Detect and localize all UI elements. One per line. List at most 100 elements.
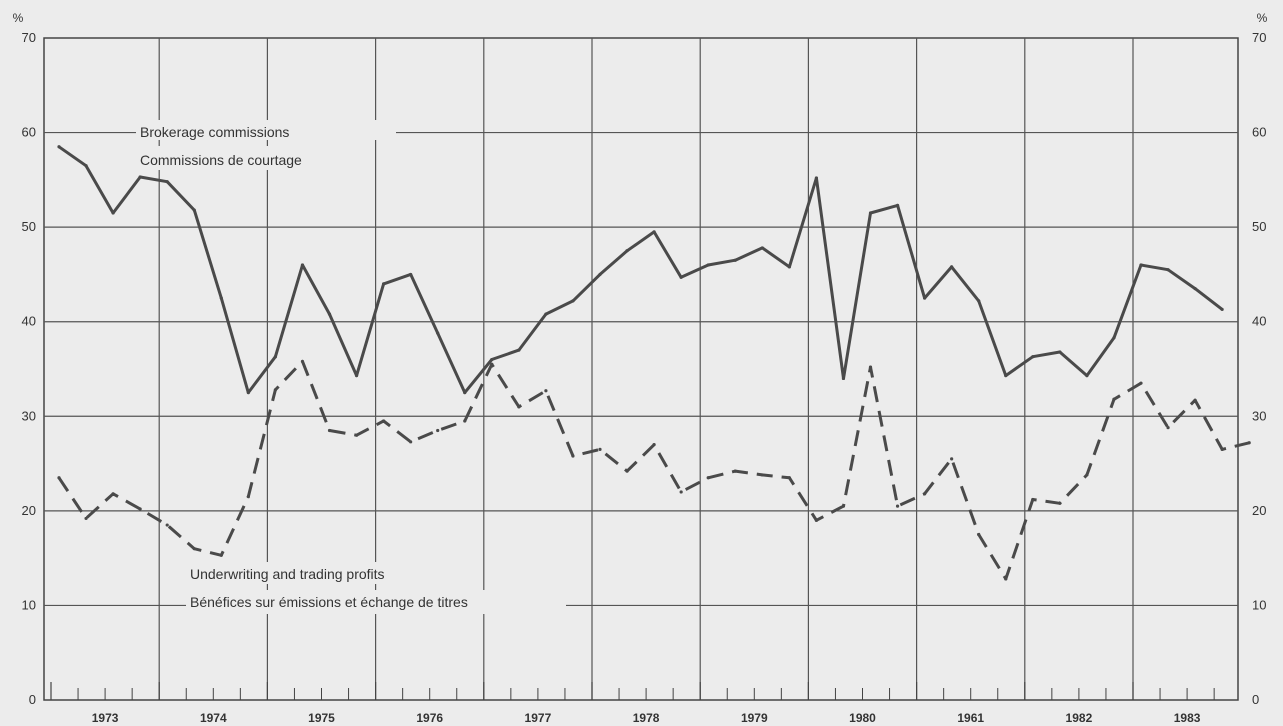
data-point [895, 203, 900, 207]
data-point [84, 164, 88, 168]
data-point [868, 211, 873, 215]
data-point [165, 180, 169, 184]
data-point [382, 282, 386, 286]
y-tick-label-right: 70 [1252, 30, 1266, 45]
x-tick-label: 1975 [308, 711, 335, 725]
y-tick-label-right: 10 [1252, 597, 1266, 612]
data-point [760, 473, 764, 477]
y-tick-label-left: 0 [29, 692, 36, 707]
data-point [57, 145, 61, 149]
y-tick-label-left: 10 [22, 597, 36, 612]
data-point [598, 272, 602, 277]
data-point [327, 312, 332, 316]
x-tick-label: 1982 [1066, 711, 1093, 725]
data-point [1166, 268, 1170, 272]
data-point [1085, 473, 1089, 477]
y-tick-label-left: 20 [22, 503, 36, 518]
data-point [490, 362, 494, 366]
data-point [517, 405, 521, 409]
data-point [652, 230, 656, 234]
axis-labels: 0 0 10 10 20 20 30 30 40 40 50 50 60 60 70 70% % 1973 1974… [13, 11, 1268, 725]
data-point [219, 553, 223, 557]
y-tick-label-right: 50 [1252, 219, 1266, 234]
legend-annotations: Brokerage commissions Commissions de cour… [136, 120, 566, 614]
x-tick-label: 1978 [633, 711, 660, 725]
data-point [1058, 501, 1062, 505]
legend-label-bg [186, 590, 566, 614]
y-tick-label-right: 60 [1252, 125, 1266, 140]
y-tick-label-right: 20 [1252, 503, 1266, 518]
legend-label-bg [186, 562, 476, 584]
data-point [463, 391, 467, 395]
data-point [246, 391, 250, 395]
data-point [300, 263, 305, 267]
data-point [246, 495, 250, 499]
data-point [598, 447, 602, 451]
legend-label-bg [136, 120, 396, 140]
data-point [544, 389, 548, 393]
data-point [814, 518, 819, 522]
x-tick-label: 1980 [849, 711, 876, 725]
data-point [1139, 381, 1143, 385]
y-tick-label-right: 0 [1252, 692, 1259, 707]
data-point [1085, 374, 1089, 378]
data-point [787, 476, 791, 480]
data-point [1139, 263, 1143, 267]
data-point [571, 454, 575, 458]
x-tick-label: 1974 [200, 711, 227, 725]
data-point [814, 176, 819, 180]
data-point [463, 419, 467, 423]
data-point [1220, 447, 1224, 451]
data-point [57, 476, 61, 480]
data-point [544, 312, 548, 316]
data-point [841, 504, 846, 508]
x-tick-label: 1983 [1174, 711, 1201, 725]
data-point [436, 428, 440, 433]
data-point [192, 208, 196, 212]
data-point [625, 249, 629, 253]
data-point [517, 348, 521, 352]
x-tick-label: 1976 [416, 711, 443, 725]
x-tick-label: 1977 [525, 711, 552, 725]
x-tick-label: 1973 [92, 711, 119, 725]
data-point [706, 263, 710, 267]
data-point [354, 433, 359, 437]
data-point [300, 359, 305, 364]
data-point [760, 246, 764, 250]
data-point [1004, 577, 1008, 581]
series-line-underwriting-profits [57, 359, 1250, 581]
data-point [165, 523, 169, 527]
data-point [436, 331, 440, 335]
data-point [1112, 336, 1116, 340]
data-point [1031, 355, 1035, 359]
data-point [409, 272, 413, 277]
data-point [679, 275, 683, 279]
gridlines [44, 38, 1238, 700]
y-unit-label-left: % [13, 11, 24, 25]
data-point [382, 419, 386, 423]
plot-border [43, 37, 1239, 701]
data-point [138, 175, 142, 179]
series-lines [57, 145, 1251, 581]
data-point [354, 374, 359, 378]
data-point [490, 357, 494, 362]
data-point [84, 516, 88, 521]
data-point [1058, 350, 1062, 354]
data-point [1166, 426, 1170, 430]
data-point [111, 492, 115, 496]
legend-label-underwriting-en: Underwriting and trading profits [190, 566, 385, 582]
data-point [950, 265, 954, 269]
data-point [219, 296, 223, 300]
data-point [733, 258, 737, 262]
data-point [138, 507, 142, 511]
y-tick-label-left: 70 [22, 30, 36, 45]
y-unit-label-right: % [1257, 11, 1268, 25]
data-point [409, 440, 413, 444]
data-point [706, 476, 710, 480]
legend-label-bg [136, 146, 366, 170]
data-point [273, 388, 277, 392]
data-point [977, 532, 981, 537]
y-tick-label-left: 50 [22, 219, 36, 234]
data-point [1004, 374, 1008, 378]
